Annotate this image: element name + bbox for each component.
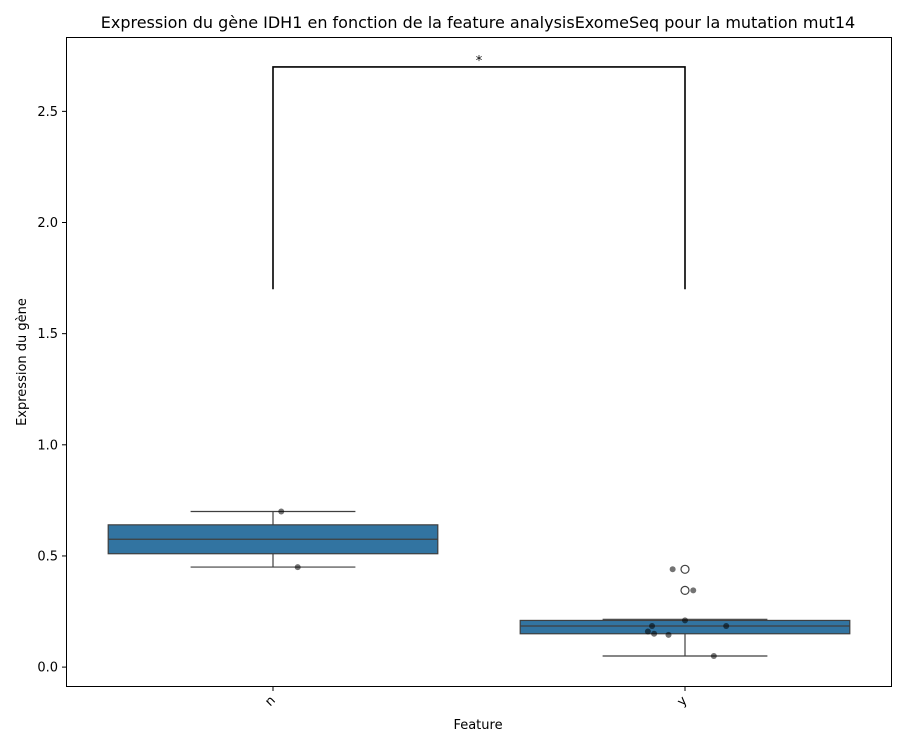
y-axis-label: Expression du gène <box>15 298 30 426</box>
plot-frame <box>66 37 892 687</box>
x-axis-label: Feature <box>453 718 502 733</box>
y-tick-label: 0.5 <box>37 549 58 564</box>
data-point <box>294 564 301 571</box>
data-point <box>649 622 656 629</box>
y-tick-label: 1.5 <box>37 327 58 342</box>
data-point <box>278 508 285 515</box>
outlier-marker <box>680 564 690 574</box>
data-point <box>651 630 658 637</box>
data-point <box>669 566 676 573</box>
data-point <box>710 652 717 659</box>
y-tick-label: 2.0 <box>37 216 58 231</box>
x-tick-label: y <box>674 693 690 709</box>
data-point <box>723 622 730 629</box>
data-point <box>665 631 672 638</box>
x-tick-label: n <box>262 693 278 709</box>
y-tick-label: 0.0 <box>37 661 58 676</box>
y-tick-label: 2.5 <box>37 105 58 120</box>
y-tick-label: 1.0 <box>37 438 58 453</box>
data-point <box>690 587 697 594</box>
data-point <box>644 628 651 635</box>
chart-title: Expression du gène IDH1 en fonction de l… <box>101 13 855 32</box>
significance-label: * <box>476 54 483 69</box>
data-point <box>682 617 688 624</box>
outlier-marker <box>680 585 690 596</box>
significance-bracket <box>272 66 686 290</box>
